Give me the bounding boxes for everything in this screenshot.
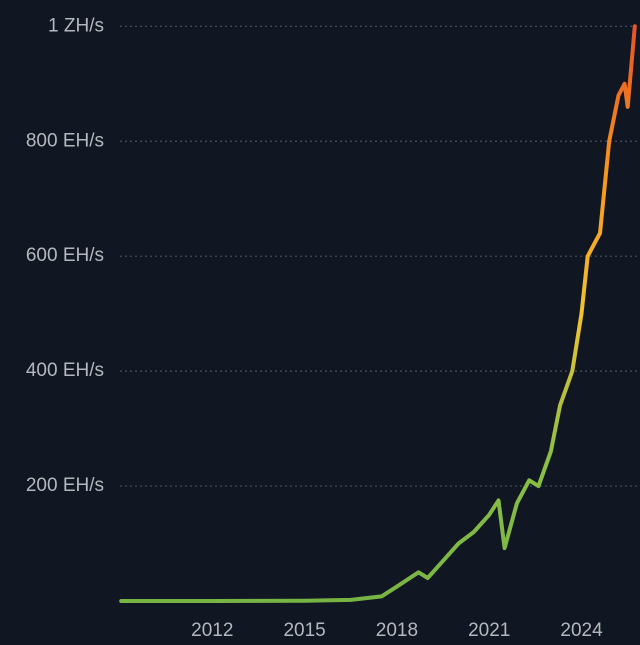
y-tick-label: 200 EH/s — [26, 475, 104, 496]
y-tick-label: 800 EH/s — [26, 130, 104, 151]
x-tick-label: 2024 — [560, 620, 603, 641]
y-tick-label: 600 EH/s — [26, 245, 104, 266]
x-tick-label: 2018 — [376, 620, 418, 641]
y-tick-label: 1 ZH/s — [48, 15, 104, 36]
y-tick-label: 400 EH/s — [26, 360, 104, 381]
line — [119, 24, 637, 603]
x-tick-label: 2012 — [191, 620, 233, 641]
x-tick-label: 2021 — [468, 620, 510, 641]
x-tick-label: 2015 — [283, 620, 325, 641]
